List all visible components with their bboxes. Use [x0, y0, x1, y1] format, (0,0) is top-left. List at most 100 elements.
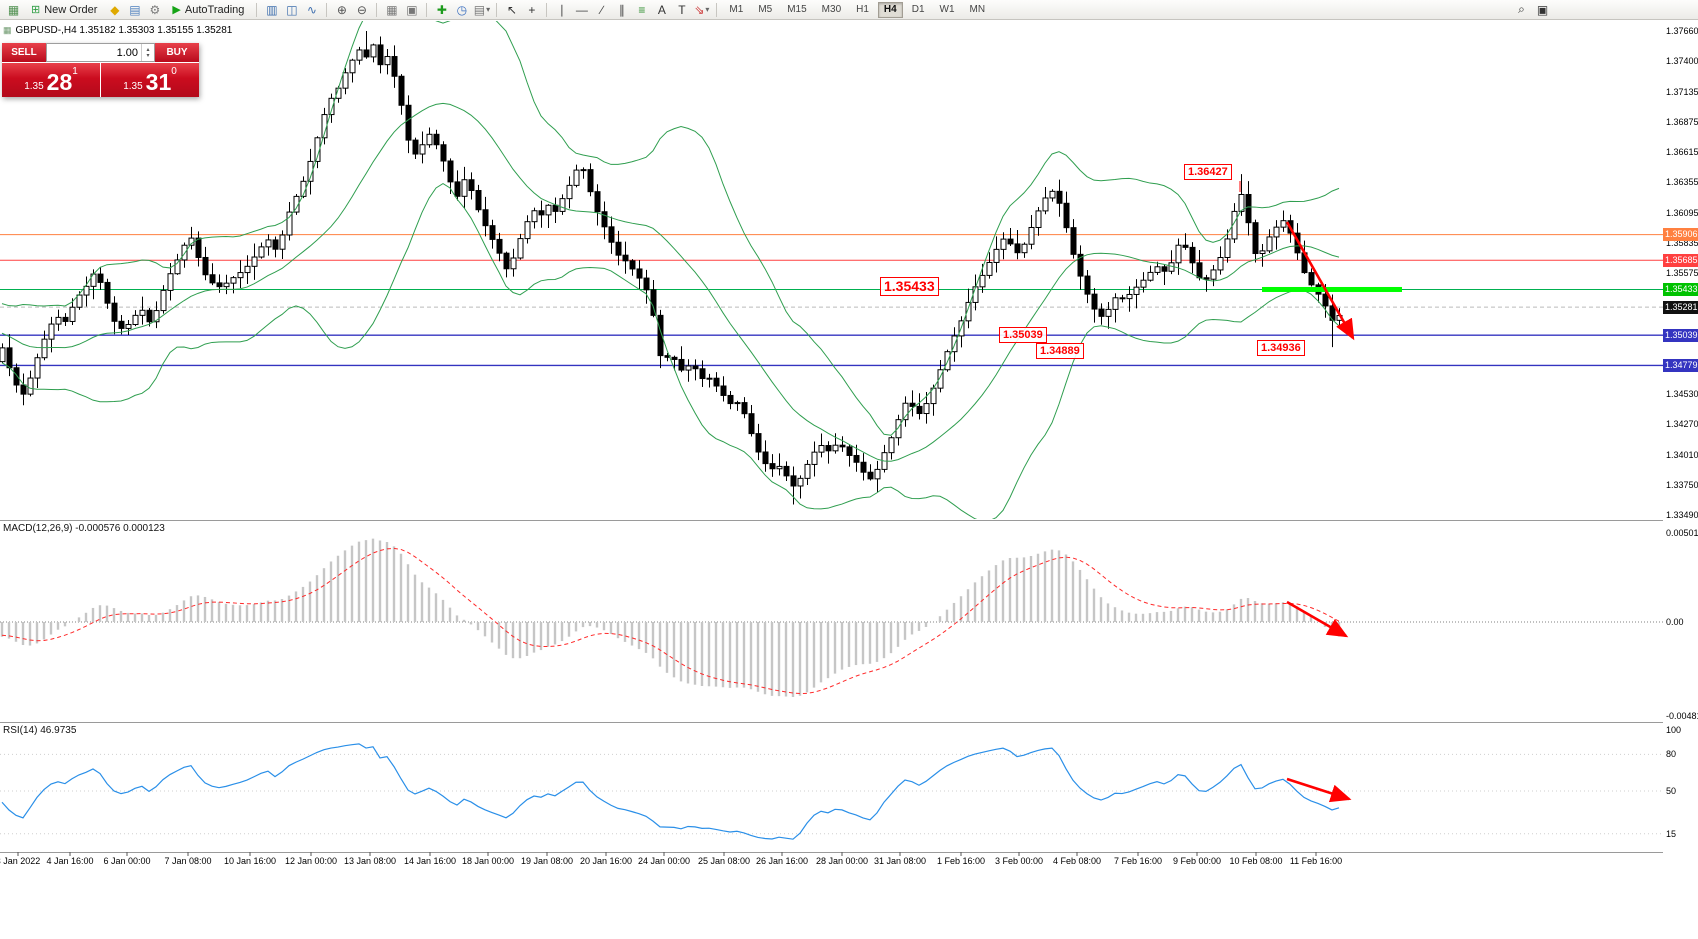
tf-m5-button[interactable]: M5 [752, 2, 778, 18]
terminal-icon[interactable]: ▤ [125, 1, 144, 18]
sell-button[interactable]: SELL [2, 43, 46, 62]
metaeditor-icon[interactable]: ◆ [105, 1, 124, 18]
time-axis-label: 4 Feb 08:00 [1052, 856, 1102, 866]
autotrading-button-label: AutoTrading [184, 3, 245, 16]
time-axis-label: 31 Jan 08:00 [873, 856, 927, 866]
volume-input[interactable] [47, 44, 141, 61]
autotrading-button[interactable]: ▶ AutoTrading [165, 1, 251, 18]
tf-m1-button[interactable]: M1 [723, 2, 749, 18]
macd-signal-line [1, 547, 1340, 695]
tf-m30-button[interactable]: M30 [816, 2, 847, 18]
time-axis[interactable]: 3 Jan 2022 4 Jan 16:00 6 Jan 00:00 7 Jan 08… [0, 852, 1663, 872]
buy-price-button[interactable]: 1.35 31 0 [101, 63, 199, 97]
price-axis-label: 1.33750 [1666, 479, 1698, 490]
candlestick-chart-icon[interactable]: ◫ [282, 1, 301, 18]
volume-down-icon[interactable]: ▾ [146, 52, 150, 59]
horizontal-line-icon[interactable]: ― [572, 1, 591, 18]
symbol-header: ▦ GBPUSD-,H4 1.35182 1.35303 1.35155 1.3… [3, 25, 232, 36]
time-axis-label: 12 Jan 00:00 [284, 856, 338, 866]
macd-histogram-layer [0, 538, 1663, 698]
tf-h1-button[interactable]: H1 [850, 2, 875, 18]
tf-mn-button[interactable]: MN [964, 2, 992, 18]
search-icon[interactable]: ⌕ [1512, 1, 1531, 18]
templates-icon[interactable]: ▤ ▾ [472, 1, 491, 18]
trendline-icon[interactable]: ∕ [592, 1, 611, 18]
time-axis-label: 7 Feb 16:00 [1113, 856, 1163, 866]
channel-icon[interactable]: ∥ [612, 1, 631, 18]
price-axis-label: 1.35575 [1666, 268, 1698, 278]
price-axis[interactable]: 1.37660 1.37400 1.37135 1.36875 1.36615 1.363… [1663, 0, 1698, 939]
time-axis-label: 10 Feb 08:00 [1229, 856, 1283, 866]
chart-window-icon-glyph: ▦ [7, 2, 20, 17]
zoom-in-icon[interactable]: ⊕ [332, 1, 351, 18]
price-axis-label: 1.37400 [1666, 56, 1698, 67]
experts-icon[interactable]: ⚙ [145, 1, 164, 18]
one-click-trading-panel: SELL ▴ ▾ BUY 1.35 28 1 1.35 31 0 [2, 43, 199, 97]
sell-price-button[interactable]: 1.35 28 1 [2, 63, 100, 97]
tf-d1-button[interactable]: D1 [906, 2, 931, 18]
price-label-annotation[interactable]: 1.36427 [1184, 164, 1232, 180]
price-axis-label: 1.36355 [1666, 177, 1698, 188]
trend-arrow-annotation[interactable] [1286, 600, 1349, 638]
panels-icon[interactable]: ▣ [1533, 1, 1552, 18]
panels-icon-glyph: ▣ [1536, 2, 1549, 17]
shapes-icon-glyph: ⇘ [694, 2, 705, 17]
tf-m30-button-label: M30 [821, 4, 842, 15]
time-axis-label: 10 Jan 16:00 [223, 856, 277, 866]
rsi-axis-label: 15 [1666, 828, 1677, 839]
periods-icon[interactable]: ◷ [452, 1, 471, 18]
candlestick-chart-icon-glyph: ◫ [286, 2, 298, 17]
text-icon[interactable]: A [652, 1, 671, 18]
chart-window-icon[interactable]: ▦ [4, 1, 23, 18]
horizontal-lines-layer[interactable] [0, 234, 1663, 367]
new-order-button[interactable]: ⊞ New Order [24, 1, 104, 18]
cascade-windows-icon-glyph: ▣ [406, 2, 418, 17]
periods-icon-glyph: ◷ [456, 2, 468, 17]
price-label-annotation[interactable]: 1.35433 [880, 277, 939, 296]
experts-icon-glyph: ⚙ [149, 2, 161, 17]
bar-chart-icon[interactable]: ▥ [262, 1, 281, 18]
tf-mn-button-label: MN [969, 4, 986, 15]
label-icon[interactable]: T [672, 1, 691, 18]
toolbar-separator [496, 2, 498, 17]
buy-button[interactable]: BUY [155, 43, 199, 62]
shapes-icon[interactable]: ⇘ ▾ [692, 1, 711, 18]
time-axis-label: 1 Feb 16:00 [936, 856, 986, 866]
price-axis-label: 1.34530 [1666, 389, 1698, 400]
price-axis-marker: 1.35433 [1663, 282, 1698, 296]
support-level-segment[interactable] [1262, 286, 1402, 292]
fibonacci-icon[interactable]: ≡ [632, 1, 651, 18]
cursor-icon[interactable]: ↖ [502, 1, 521, 18]
price-label-annotation[interactable]: 1.34889 [1036, 343, 1084, 359]
candlestick-layer [0, 31, 1343, 505]
tf-m15-button[interactable]: M15 [781, 2, 812, 18]
price-axis-label: 1.36875 [1666, 117, 1698, 128]
bollinger-upper [1, 21, 1340, 436]
rsi-line [1, 743, 1340, 840]
trend-arrow-annotation[interactable] [1285, 221, 1355, 341]
channel-icon-glyph: ∥ [618, 2, 625, 17]
indicators-icon-glyph: ✚ [436, 2, 447, 17]
tf-w1-button[interactable]: W1 [934, 2, 961, 18]
crosshair-icon[interactable]: + [522, 1, 541, 18]
tf-m1-button-label: M1 [729, 4, 744, 15]
price-label-annotation[interactable]: 1.35039 [999, 327, 1047, 343]
sell-price-big: 28 [46, 69, 73, 95]
dropdown-arrow-icon: ▾ [705, 5, 710, 14]
vertical-line-icon[interactable]: ∣ [552, 1, 571, 18]
price-axis-marker: 1.35039 [1663, 328, 1698, 342]
rsi-axis-label: 100 [1666, 725, 1682, 735]
autotrading-button-glyph: ▶ [172, 4, 181, 16]
volume-up-icon[interactable]: ▴ [146, 46, 150, 53]
cascade-windows-icon[interactable]: ▣ [402, 1, 421, 18]
tf-h4-button[interactable]: H4 [877, 1, 903, 18]
price-label-annotation[interactable]: 1.34936 [1257, 340, 1305, 356]
line-chart-icon[interactable]: ∿ [302, 1, 321, 18]
indicators-icon[interactable]: ✚ [432, 1, 451, 18]
trend-arrow-annotation[interactable] [1286, 777, 1352, 803]
tile-windows-icon[interactable]: ▦ [382, 1, 401, 18]
zoom-out-icon[interactable]: ⊖ [352, 1, 371, 18]
time-axis-label: 6 Jan 00:00 [103, 856, 151, 866]
